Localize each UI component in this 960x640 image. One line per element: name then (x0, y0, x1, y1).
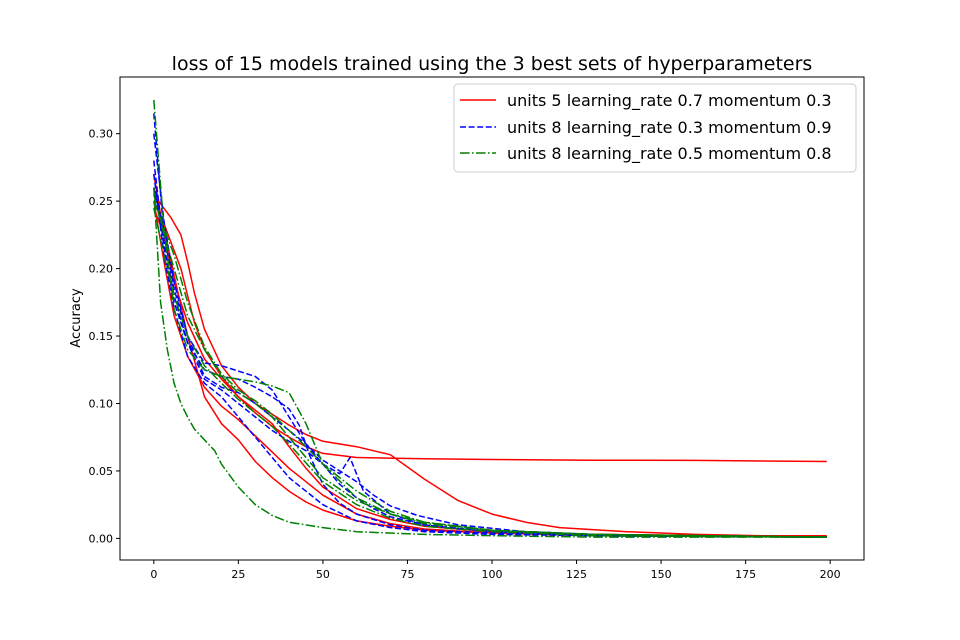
y-tick-label: 0.30 (89, 128, 114, 141)
x-tick-label: 175 (735, 568, 756, 581)
series-line-group3-run2 (153, 187, 827, 538)
x-tick-label: 25 (231, 568, 245, 581)
x-tick-label: 125 (566, 568, 587, 581)
y-tick-label: 0.10 (89, 397, 114, 410)
series-line-group3-run4 (153, 200, 827, 538)
series-layer (153, 99, 827, 538)
x-tick-label: 0 (150, 568, 157, 581)
legend: units 5 learning_rate 0.7 momentum 0.3 u… (453, 83, 857, 173)
x-tick-label: 150 (651, 568, 672, 581)
y-axis: 0.00 0.05 0.10 0.15 0.20 0.25 0.30 (89, 128, 120, 545)
series-line-group3-run3 (153, 194, 827, 538)
series-line-group2-run5 (153, 187, 827, 538)
legend-box (453, 83, 857, 173)
y-tick-label: 0.15 (89, 330, 114, 343)
x-tick-label: 50 (316, 568, 330, 581)
x-tick-label: 200 (820, 568, 841, 581)
series-line-group2-run4 (153, 174, 827, 538)
x-tick-label: 100 (482, 568, 503, 581)
series-line-group3-run5 (153, 207, 827, 538)
legend-label-red: units 5 learning_rate 0.7 momentum 0.3 (507, 91, 832, 111)
series-line-group3-run1 (153, 99, 827, 538)
legend-label-blue: units 8 learning_rate 0.3 momentum 0.9 (507, 118, 832, 138)
x-tick-label: 75 (400, 568, 414, 581)
series-line-group1-run1 (153, 193, 827, 537)
series-line-group1-run3 (153, 200, 827, 538)
chart-title: loss of 15 models trained using the 3 be… (172, 53, 813, 75)
y-tick-label: 0.05 (89, 465, 114, 478)
y-tick-label: 0.20 (89, 263, 114, 276)
y-axis-label: Accuracy (69, 288, 84, 348)
series-line-group2-run3 (153, 133, 827, 538)
y-tick-label: 0.00 (89, 532, 114, 545)
x-axis: 0 25 50 75 100 125 150 175 200 (150, 560, 841, 581)
legend-label-green: units 8 learning_rate 0.5 momentum 0.8 (507, 144, 832, 164)
y-tick-label: 0.25 (89, 195, 114, 208)
